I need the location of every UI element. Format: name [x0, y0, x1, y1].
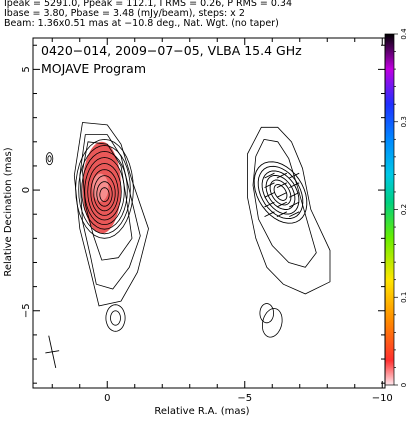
core-contour	[90, 169, 119, 216]
core-contour	[81, 150, 128, 230]
header-line-2: Ibase = 3.80, Pbase = 3.48 (mJy/beam), s…	[4, 8, 245, 19]
x-tick-label: −10	[372, 393, 393, 404]
pol-vector	[289, 172, 300, 179]
y-axis-label: Relative Decination (mas)	[3, 147, 14, 276]
jet-contour	[253, 161, 308, 224]
core-contour	[93, 175, 116, 212]
core-peak	[92, 173, 109, 202]
pol-vector	[289, 201, 300, 208]
header-line-1: Ipeak = 5291.0, Ppeak = 112.1, I RMS = 0…	[4, 0, 293, 9]
pol-vector	[276, 192, 288, 198]
core-contour	[84, 157, 125, 226]
colorbar-tick-label: 0.1	[400, 292, 408, 303]
core-contour	[96, 181, 113, 207]
core-contour	[75, 138, 134, 239]
header-line-3: Beam: 1.36x0.51 mas at −10.8 deg., Nat. …	[4, 18, 279, 29]
pol-vector	[264, 172, 275, 179]
contour-loop	[110, 310, 121, 326]
y-tick-label: 0	[21, 187, 32, 193]
y-tick-label: −5	[21, 303, 32, 318]
colorbar-bar	[384, 33, 395, 386]
pol-vector	[289, 192, 300, 198]
contour-map	[45, 122, 331, 369]
chart-title: 0420−014, 2009−07−05, VLBA 15.4 GHz	[41, 43, 302, 58]
core-contour	[73, 122, 149, 307]
pol-vector	[276, 211, 288, 218]
pol-vector	[276, 201, 288, 208]
colorbar-tick-label: 0.3	[400, 116, 408, 127]
jet-contour	[265, 175, 296, 210]
colorbar-tick-label: 0.2	[400, 204, 408, 215]
pol-vector	[276, 172, 288, 179]
pol-vector	[264, 182, 275, 189]
x-tick-label: −5	[237, 393, 252, 404]
colorbar-tick-label: 0	[400, 383, 408, 387]
core-contour	[78, 144, 131, 235]
pol-vector	[264, 201, 275, 208]
y-tick-label: 5	[21, 66, 32, 72]
pol-vector	[289, 211, 300, 218]
x-axis-label: Relative R.A. (mas)	[154, 406, 249, 417]
chart-subtitle: MOJAVE Program	[41, 61, 146, 76]
jet-contour	[273, 184, 288, 201]
pol-vector	[264, 211, 275, 218]
contour-loop	[259, 303, 275, 324]
x-tick-label: 0	[104, 393, 110, 404]
core-contour	[99, 187, 110, 203]
colorbar: 0.4 0.3 0.2 0.1 0	[384, 28, 408, 387]
core-contour	[82, 141, 133, 261]
colorbar-tick-label: 0.4	[400, 28, 408, 40]
contour-loop	[262, 308, 283, 338]
jet-contour	[247, 126, 331, 295]
contour-loop	[45, 152, 54, 166]
jet-contour	[252, 138, 317, 268]
pol-vector	[264, 192, 275, 198]
plot-axes: 0 −5 −10 5 0 −5	[21, 37, 393, 404]
plot-frame	[32, 37, 386, 389]
contour-loop	[105, 304, 126, 332]
contour-loop	[47, 155, 52, 163]
pol-vector	[276, 182, 288, 189]
beam-minor	[45, 350, 60, 354]
jet-contour	[257, 165, 304, 220]
core-contour	[87, 163, 122, 221]
pol-vector	[289, 182, 300, 189]
